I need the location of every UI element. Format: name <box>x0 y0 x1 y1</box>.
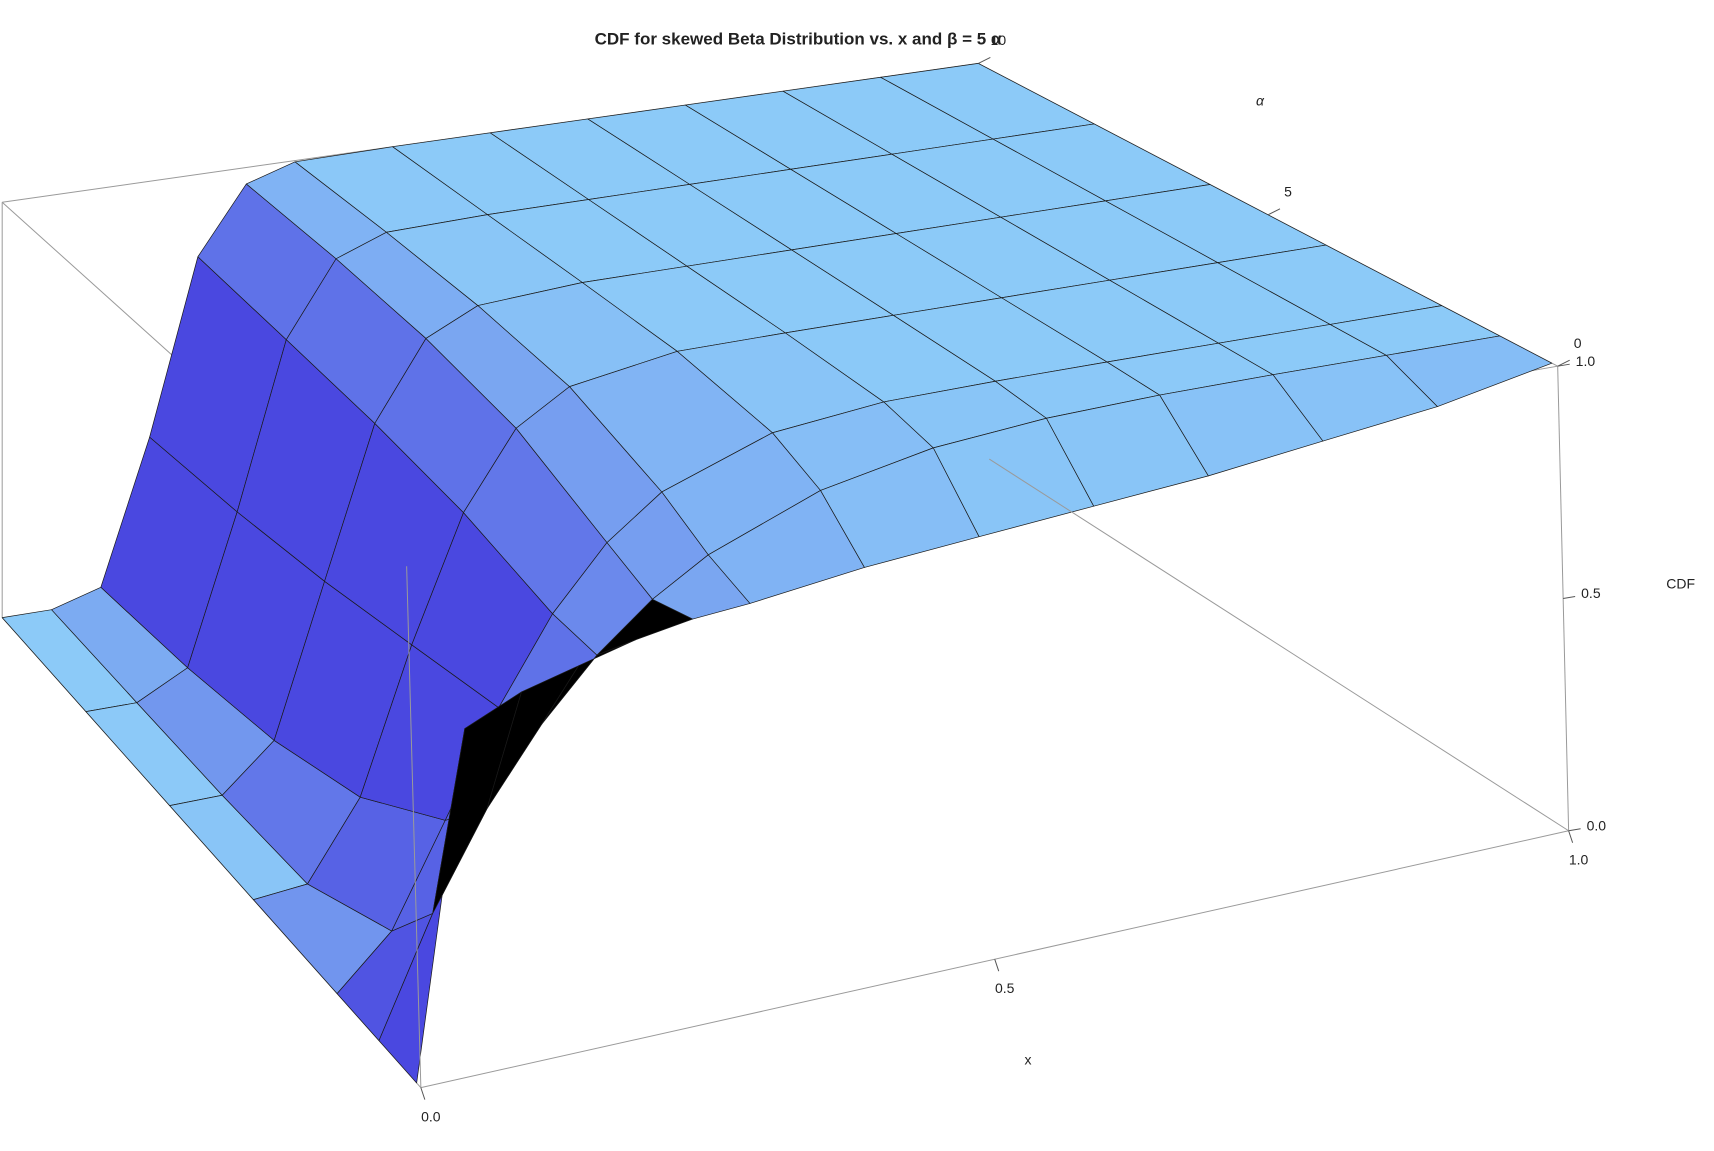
x-tick <box>1568 830 1574 843</box>
y-tick <box>1267 208 1281 216</box>
y-tick-label: 5 <box>1284 183 1292 199</box>
z-tick-label: 1.0 <box>1576 353 1596 369</box>
y-tick <box>978 56 991 64</box>
y-tick <box>1557 359 1570 367</box>
x-tick <box>994 959 1000 972</box>
box-edge <box>406 566 422 1088</box>
z-tick-label: 0.5 <box>1581 585 1601 601</box>
z-tick-label: 0.0 <box>1587 817 1607 833</box>
surface-patch <box>1386 335 1553 407</box>
chart-title: CDF for skewed Beta Distribution vs. x a… <box>595 29 1002 48</box>
y-tick-label: 10 <box>991 32 1007 48</box>
x-tick-label: 0.0 <box>421 1108 441 1124</box>
x-tick-label: 0.5 <box>995 980 1015 996</box>
x-tick-label: 1.0 <box>1569 851 1589 867</box>
z-tick <box>1557 363 1570 367</box>
y-axis-label: α <box>1256 93 1265 109</box>
z-axis-label: CDF <box>1666 576 1695 592</box>
z-tick <box>1563 595 1576 599</box>
x-axis-label: x <box>1025 1052 1032 1068</box>
x-tick <box>420 1087 426 1100</box>
box-edge <box>988 458 1569 832</box>
z-tick <box>1568 828 1581 832</box>
y-tick-label: 0 <box>1574 335 1582 351</box>
